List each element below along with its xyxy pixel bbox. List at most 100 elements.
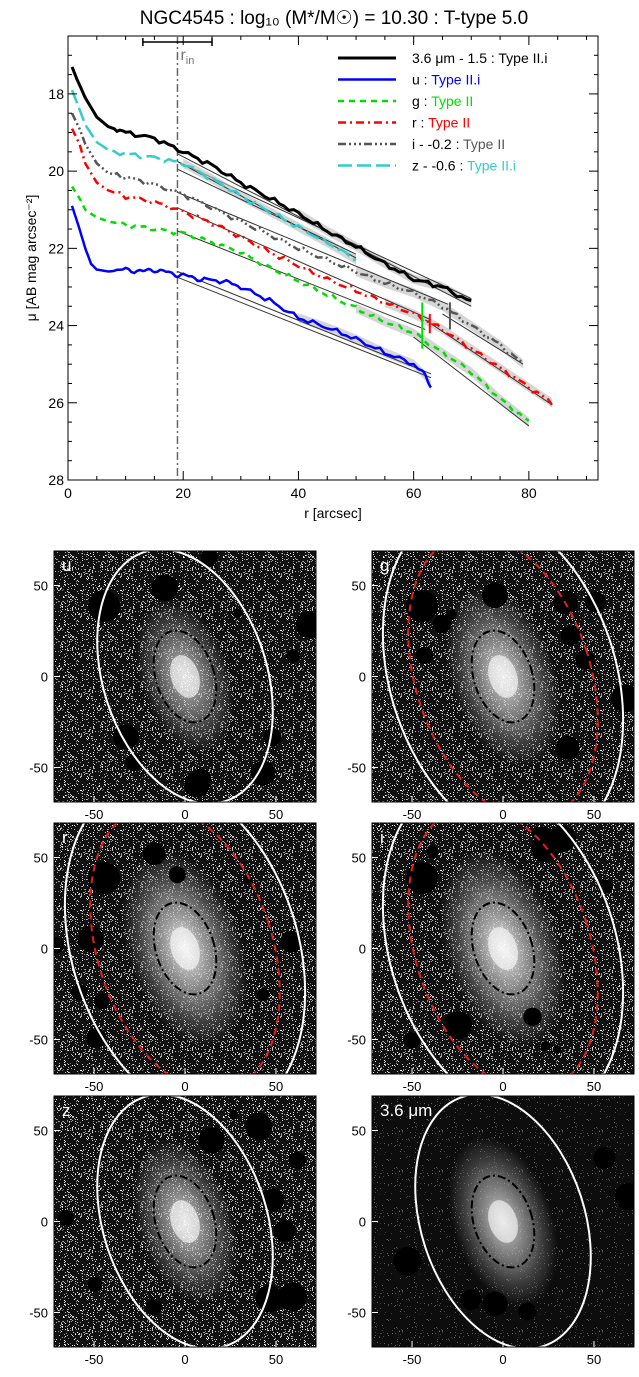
- masked-star: [523, 1007, 542, 1027]
- galaxy-core: [488, 927, 518, 970]
- break-ellipse: [89, 823, 281, 1074]
- masked-star: [295, 611, 316, 639]
- masked-star: [190, 768, 211, 789]
- masked-star: [77, 926, 104, 952]
- series-line: [70, 185, 530, 422]
- panel-x-tick-label: 0: [181, 1352, 188, 1367]
- x-tick-label: 80: [521, 485, 537, 501]
- image-panel: u -50 0 50 50 0 -50: [29, 550, 317, 822]
- outer-ellipse: [414, 1096, 592, 1347]
- panel-y-tick-label: 0: [359, 1215, 366, 1230]
- series-line: [70, 205, 432, 389]
- x-tick-label: 60: [406, 485, 422, 501]
- panel-x-tick-label: 50: [587, 807, 601, 822]
- y-tick-label: 22: [48, 240, 64, 256]
- series-error-band: [384, 297, 552, 408]
- panel-y-tick-label: 50: [352, 851, 366, 866]
- chart-legend: 3.6 μm - 1.5 : Type II.i u : Type II.i g :…: [338, 50, 547, 174]
- galaxy-core: [488, 655, 518, 698]
- masked-star: [432, 614, 452, 634]
- legend-label: z - -0.6 : Type II.i: [412, 158, 516, 174]
- panel-y-tick-label: 0: [41, 942, 48, 957]
- masked-star: [54, 937, 64, 954]
- panel-y-tick-label: 50: [352, 579, 366, 594]
- masked-star: [256, 988, 270, 1001]
- panel-x-tick-label: 50: [269, 807, 283, 822]
- inner-ellipse: [152, 1174, 218, 1269]
- masked-star: [406, 590, 438, 622]
- legend-label: g : Type II: [412, 93, 473, 109]
- masked-star: [200, 551, 218, 567]
- panel-band-label: z: [62, 1101, 71, 1120]
- panel-y-tick-label: 0: [359, 670, 366, 685]
- masked-star: [273, 1220, 296, 1242]
- panel-x-tick-label: 0: [181, 807, 188, 822]
- panel-y-tick-label: 0: [41, 1215, 48, 1230]
- masked-star: [443, 1011, 473, 1040]
- galaxy-core: [170, 1200, 200, 1243]
- panel-y-tick-label: 50: [34, 579, 48, 594]
- masked-star: [555, 735, 580, 760]
- series-fit-line: [177, 230, 426, 330]
- panel-y-tick-label: -50: [347, 1305, 366, 1320]
- masked-star: [263, 728, 282, 747]
- panel-x-tick-label: 0: [499, 1352, 506, 1367]
- chart-title: NGC4545 : log₁₀ (M*/M☉) = 10.30 : T-type…: [140, 8, 528, 29]
- masked-star: [288, 1152, 306, 1170]
- y-axis-label: μ [AB mag arcsec⁻²]: [23, 195, 39, 322]
- masked-star: [393, 1246, 422, 1276]
- series-fit-line: [177, 191, 449, 305]
- panel-y-tick-label: 50: [34, 1124, 48, 1139]
- masked-star: [261, 1188, 285, 1212]
- image-panel: z -50 0 50 50 0 -50: [29, 1095, 317, 1367]
- series-2: [70, 185, 530, 427]
- masked-star: [518, 1302, 537, 1321]
- masked-star: [88, 862, 120, 894]
- x-tick-label: 20: [175, 485, 191, 501]
- outer-ellipse: [96, 551, 274, 802]
- masked-star: [278, 1282, 308, 1312]
- panel-band-label: r: [62, 828, 68, 847]
- inner-ellipse: [152, 629, 218, 724]
- panel-x-tick-label: 50: [587, 1352, 601, 1367]
- panel-x-tick-label: 0: [499, 807, 506, 822]
- break-ellipse: [407, 551, 599, 802]
- masked-star: [250, 760, 276, 786]
- panel-band-label: u: [62, 556, 71, 575]
- masked-star: [142, 844, 162, 864]
- panel-x-tick-label: 50: [269, 1079, 283, 1094]
- masked-star: [245, 1112, 273, 1141]
- masked-star: [255, 1284, 284, 1313]
- outer-ellipse: [381, 551, 625, 802]
- panel-band-label: i: [380, 828, 384, 847]
- panel-y-tick-label: -50: [29, 1032, 48, 1047]
- masked-star: [540, 1041, 551, 1052]
- r-in-label: rin: [180, 47, 194, 67]
- masked-star: [416, 646, 434, 664]
- x-tick-label: 40: [291, 485, 307, 501]
- masked-star: [610, 684, 634, 713]
- masked-star: [94, 993, 110, 1010]
- inner-ellipse: [152, 901, 218, 996]
- masked-star: [233, 608, 243, 618]
- galaxy-core: [170, 655, 200, 698]
- masked-star: [286, 649, 300, 663]
- panel-x-tick-label: 50: [269, 1352, 283, 1367]
- panel-band-label: g: [380, 556, 389, 575]
- panel-x-tick-label: -50: [85, 807, 104, 822]
- series-fit-line: [177, 276, 432, 379]
- panel-y-tick-label: -50: [29, 760, 48, 775]
- inner-ellipse: [470, 901, 536, 996]
- panel-x-tick-label: 0: [499, 1079, 506, 1094]
- panel-x-tick-label: -50: [85, 1079, 104, 1094]
- masked-star: [406, 862, 438, 894]
- galaxy-core: [170, 927, 200, 970]
- panel-y-tick-label: 50: [352, 1124, 366, 1139]
- y-tick-label: 20: [48, 163, 64, 179]
- series-error-band: [298, 313, 431, 391]
- outer-ellipse: [96, 1096, 274, 1347]
- masked-star: [552, 1045, 561, 1054]
- series-3: [70, 128, 553, 408]
- panel-x-tick-label: 50: [587, 1079, 601, 1094]
